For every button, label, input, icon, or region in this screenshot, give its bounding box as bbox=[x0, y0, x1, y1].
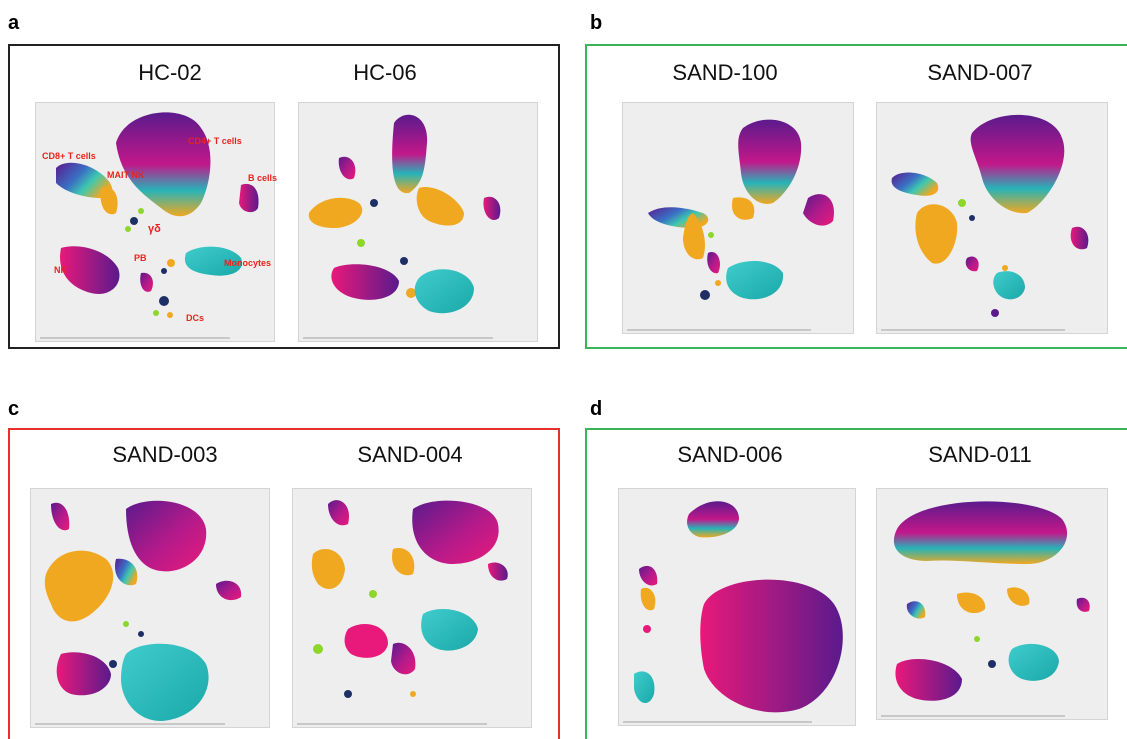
plot-title-hc02: HC-02 bbox=[138, 60, 202, 85]
plot-footer bbox=[623, 721, 812, 723]
label-gamma-delta: γδ bbox=[148, 223, 161, 235]
label-pb: PB bbox=[134, 253, 147, 263]
umap-plot-sand100 bbox=[622, 102, 854, 334]
umap-plot-sand006 bbox=[618, 488, 856, 726]
umap-plot-sand004 bbox=[292, 488, 532, 728]
plot-footer bbox=[297, 723, 488, 725]
label-dcs: DCs bbox=[186, 313, 205, 323]
label-cd4-t-cells: CD4+ T cells bbox=[188, 136, 242, 146]
plot-footer bbox=[881, 329, 1065, 331]
panel-letter-a: a bbox=[8, 12, 20, 34]
umap-plot-hc06 bbox=[298, 102, 538, 342]
plot-title-sand100: SAND-100 bbox=[672, 60, 778, 85]
plot-footer bbox=[627, 329, 811, 331]
label-b-cells: B cells bbox=[248, 173, 278, 183]
umap-plot-sand007 bbox=[876, 102, 1108, 334]
panel-letter-d: d bbox=[590, 398, 603, 420]
plot-title-sand011: SAND-011 bbox=[928, 442, 1032, 467]
label-monocytes: Monocytes bbox=[224, 258, 272, 268]
label-nk: NK bbox=[54, 265, 67, 275]
plot-title-sand003: SAND-003 bbox=[112, 442, 218, 467]
plot-footer bbox=[40, 337, 231, 339]
plot-title-sand007: SAND-007 bbox=[927, 60, 1033, 85]
plot-title-sand006: SAND-006 bbox=[677, 442, 783, 467]
panel-letter-c: c bbox=[8, 398, 20, 420]
plot-footer bbox=[303, 337, 494, 339]
plot-footer bbox=[881, 715, 1065, 717]
plot-title-hc06: HC-06 bbox=[353, 60, 417, 85]
panel-letter-b: b bbox=[590, 12, 603, 34]
plot-title-sand004: SAND-004 bbox=[357, 442, 463, 467]
umap-plot-hc02: CD8+ T cells CD4+ T cells MAIT NK B cell… bbox=[35, 102, 278, 342]
plot-footer bbox=[35, 723, 226, 725]
label-mait-nk: MAIT NK bbox=[107, 170, 145, 180]
umap-plot-sand011 bbox=[876, 488, 1108, 720]
umap-plot-sand003 bbox=[30, 488, 270, 728]
label-cd8-t-cells: CD8+ T cells bbox=[42, 151, 96, 161]
